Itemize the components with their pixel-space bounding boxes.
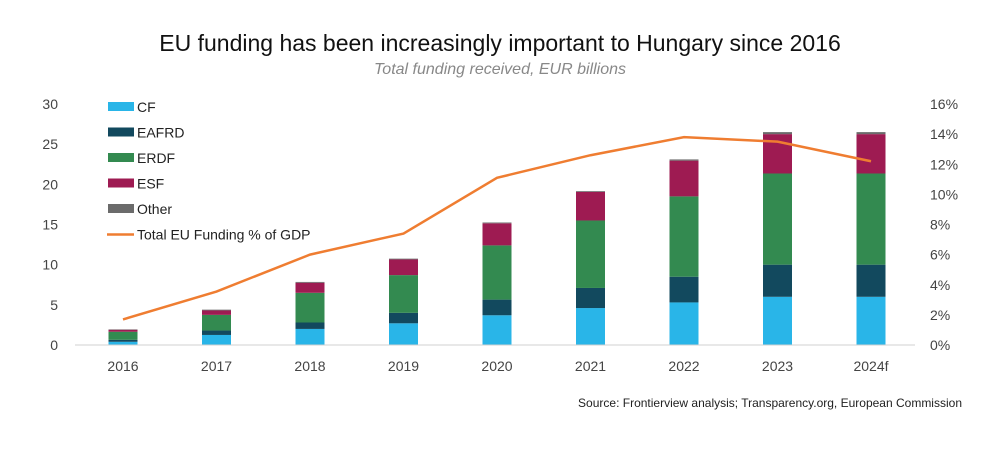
x-tick-label: 2017	[201, 358, 232, 374]
legend-label: CF	[137, 99, 156, 115]
legend-label: Total EU Funding % of GDP	[137, 227, 311, 243]
y2-tick-label: 4%	[930, 277, 950, 293]
bar-cf-2022	[669, 302, 699, 345]
bar-erdf-2016	[108, 331, 138, 340]
legend-swatch-cf	[108, 102, 134, 111]
bar-eafrd-2019	[389, 312, 418, 324]
bar-eafrd-2023	[763, 264, 792, 297]
bar-eafrd-2021	[576, 287, 605, 309]
bar-eafrd-2020	[482, 299, 512, 316]
bar-cf-2020	[482, 315, 512, 345]
bar-esf-2019	[389, 259, 418, 276]
y2-tick-label: 16%	[930, 96, 958, 112]
bar-other-2020	[482, 222, 512, 224]
y-tick-label: 30	[42, 96, 58, 112]
bar-eafrd-2024f	[856, 264, 886, 297]
bar-eafrd-2022	[669, 276, 699, 303]
bar-other-2017	[202, 309, 231, 311]
bar-erdf-2021	[576, 220, 605, 288]
x-tick-label: 2020	[481, 358, 512, 374]
bar-erdf-2023	[763, 173, 792, 265]
chart-subtitle: Total funding received, EUR billions	[374, 61, 626, 78]
bar-erdf-2020	[482, 245, 512, 300]
y-tick-label: 15	[42, 217, 58, 233]
x-tick-label: 2019	[388, 358, 419, 374]
bar-other-2024f	[856, 132, 886, 135]
bar-cf-2017	[202, 334, 231, 345]
legend-swatch-erdf	[108, 153, 134, 162]
legend-label: Other	[137, 201, 172, 217]
y-tick-label: 20	[42, 176, 58, 192]
bar-esf-2021	[576, 191, 605, 221]
source-note: Source: Frontierview analysis; Transpare…	[578, 396, 962, 410]
y2-tick-label: 14%	[930, 126, 958, 142]
bar-erdf-2018	[295, 292, 325, 323]
bar-eafrd-2017	[202, 330, 231, 335]
y2-tick-label: 0%	[930, 337, 950, 353]
x-tick-label: 2018	[294, 358, 325, 374]
y2-tick-label: 8%	[930, 217, 950, 233]
y2-tick-label: 10%	[930, 186, 958, 202]
y-tick-label: 0	[50, 337, 58, 353]
legend-swatch-other	[108, 204, 134, 213]
bar-esf-2022	[669, 160, 699, 197]
bar-cf-2024f	[856, 296, 886, 345]
y2-tick-label: 12%	[930, 156, 958, 172]
x-tick-label: 2022	[668, 358, 699, 374]
legend-label: EAFRD	[137, 125, 184, 141]
bar-erdf-2017	[202, 314, 231, 331]
legend-label: ERDF	[137, 150, 175, 166]
x-tick-label: 2023	[762, 358, 793, 374]
bar-erdf-2024f	[856, 173, 886, 265]
y-tick-label: 5	[50, 297, 58, 313]
bar-erdf-2022	[669, 196, 699, 277]
bar-other-2019	[389, 258, 418, 260]
y2-tick-label: 2%	[930, 307, 950, 323]
bar-esf-2024f	[856, 134, 886, 174]
chart-title: EU funding has been increasingly importa…	[159, 30, 841, 56]
bar-cf-2019	[389, 323, 418, 345]
bar-erdf-2019	[389, 275, 418, 313]
y-tick-label: 10	[42, 257, 58, 273]
x-tick-label: 2021	[575, 358, 606, 374]
bar-cf-2021	[576, 308, 605, 345]
bar-other-2018	[295, 281, 325, 283]
legend-swatch-eafrd	[108, 127, 134, 137]
bar-other-2022	[669, 159, 699, 161]
y-tick-label: 25	[42, 136, 58, 152]
bar-other-2023	[763, 132, 792, 135]
bar-esf-2016	[108, 329, 138, 332]
bar-cf-2018	[295, 328, 325, 345]
legend-swatch-esf	[108, 178, 134, 188]
legend-label: ESF	[137, 176, 164, 192]
bar-esf-2018	[295, 282, 325, 293]
y2-tick-label: 6%	[930, 247, 950, 263]
bar-esf-2020	[482, 223, 512, 246]
bar-cf-2016	[108, 341, 138, 345]
x-tick-label: 2024f	[853, 358, 888, 374]
bar-eafrd-2018	[295, 322, 325, 329]
x-tick-label: 2016	[107, 358, 138, 374]
bar-other-2021	[576, 191, 605, 192]
bar-cf-2023	[763, 296, 792, 345]
bar-esf-2017	[202, 310, 231, 315]
bar-eafrd-2016	[108, 339, 138, 342]
